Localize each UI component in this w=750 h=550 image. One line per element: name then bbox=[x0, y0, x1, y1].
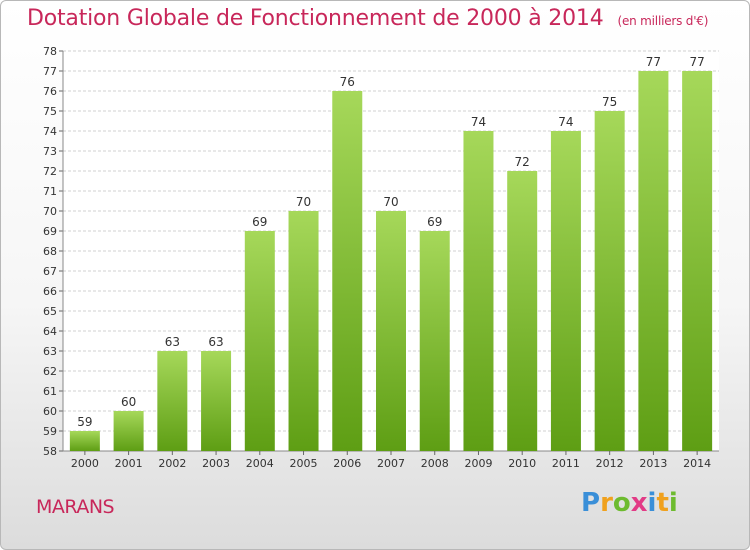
y-tick-label: 76 bbox=[43, 85, 57, 98]
x-tick-label: 2009 bbox=[464, 457, 492, 470]
y-tick-label: 59 bbox=[43, 425, 57, 438]
y-tick-label: 66 bbox=[43, 285, 57, 298]
bar bbox=[463, 131, 494, 451]
data-label: 70 bbox=[296, 195, 311, 209]
y-tick-label: 62 bbox=[43, 365, 57, 378]
y-tick-label: 69 bbox=[43, 225, 57, 238]
x-tick-label: 2008 bbox=[421, 457, 449, 470]
bar bbox=[288, 211, 319, 451]
x-tick-label: 2000 bbox=[71, 457, 99, 470]
bar bbox=[550, 131, 581, 451]
y-tick-label: 60 bbox=[43, 405, 57, 418]
logo-letter: i bbox=[668, 488, 678, 518]
x-tick-label: 2005 bbox=[290, 457, 318, 470]
data-label: 74 bbox=[471, 115, 486, 129]
logo-letter: t bbox=[656, 488, 669, 518]
logo-letter: o bbox=[612, 488, 631, 518]
y-tick-label: 78 bbox=[43, 45, 57, 58]
logo-letter: r bbox=[600, 488, 613, 518]
data-label: 75 bbox=[602, 95, 617, 109]
commune-name: MARANS bbox=[36, 496, 115, 518]
y-tick-label: 74 bbox=[43, 125, 57, 138]
chart-title-text: Dotation Globale de Fonctionnement de 20… bbox=[27, 6, 604, 31]
logo-letter: x bbox=[630, 488, 648, 518]
data-label: 77 bbox=[646, 55, 661, 69]
x-tick-label: 2006 bbox=[333, 457, 361, 470]
y-tick-label: 58 bbox=[43, 445, 57, 458]
x-tick-label: 2001 bbox=[115, 457, 143, 470]
x-tick-label: 2007 bbox=[377, 457, 405, 470]
data-label: 76 bbox=[340, 75, 355, 89]
bar bbox=[69, 431, 100, 451]
y-tick-label: 70 bbox=[43, 205, 57, 218]
logo-letter: i bbox=[647, 488, 657, 518]
y-tick-label: 73 bbox=[43, 145, 57, 158]
x-tick-label: 2010 bbox=[508, 457, 536, 470]
x-tick-label: 2014 bbox=[683, 457, 711, 470]
x-tick-label: 2011 bbox=[552, 457, 580, 470]
bar bbox=[376, 211, 406, 451]
proxiti-logo[interactable]: Proxiti bbox=[581, 488, 678, 518]
x-tick-label: 2013 bbox=[639, 457, 667, 470]
data-label: 59 bbox=[77, 415, 92, 429]
x-tick-label: 2003 bbox=[202, 457, 230, 470]
y-tick-label: 67 bbox=[43, 265, 57, 278]
y-tick-label: 64 bbox=[43, 325, 57, 338]
x-tick-label: 2012 bbox=[596, 457, 624, 470]
y-tick-label: 75 bbox=[43, 105, 57, 118]
y-tick-label: 72 bbox=[43, 165, 57, 178]
chart-subtitle: (en milliers d'€) bbox=[617, 14, 709, 28]
data-label: 60 bbox=[121, 395, 136, 409]
bar bbox=[419, 231, 450, 451]
bar bbox=[332, 91, 363, 451]
x-tick-label: 2004 bbox=[246, 457, 274, 470]
bar bbox=[157, 351, 188, 451]
data-label: 63 bbox=[208, 335, 223, 349]
logo-letter: P bbox=[581, 488, 601, 518]
y-tick-label: 63 bbox=[43, 345, 57, 358]
data-label: 69 bbox=[252, 215, 267, 229]
bar bbox=[201, 351, 232, 451]
y-tick-label: 77 bbox=[43, 65, 57, 78]
data-label: 69 bbox=[427, 215, 442, 229]
data-label: 77 bbox=[689, 55, 704, 69]
bar bbox=[638, 71, 669, 451]
bar bbox=[113, 411, 144, 451]
y-tick-label: 65 bbox=[43, 305, 57, 318]
x-tick-label: 2002 bbox=[158, 457, 186, 470]
bar bbox=[594, 111, 625, 451]
data-label: 63 bbox=[165, 335, 180, 349]
bar bbox=[244, 231, 275, 451]
data-label: 74 bbox=[558, 115, 573, 129]
bar bbox=[682, 71, 713, 451]
y-tick-label: 68 bbox=[43, 245, 57, 258]
data-label: 72 bbox=[515, 155, 530, 169]
data-label: 70 bbox=[383, 195, 398, 209]
chart-title: Dotation Globale de Fonctionnement de 20… bbox=[27, 6, 708, 31]
bar bbox=[507, 171, 538, 451]
y-tick-label: 61 bbox=[43, 385, 57, 398]
y-tick-label: 71 bbox=[43, 185, 57, 198]
